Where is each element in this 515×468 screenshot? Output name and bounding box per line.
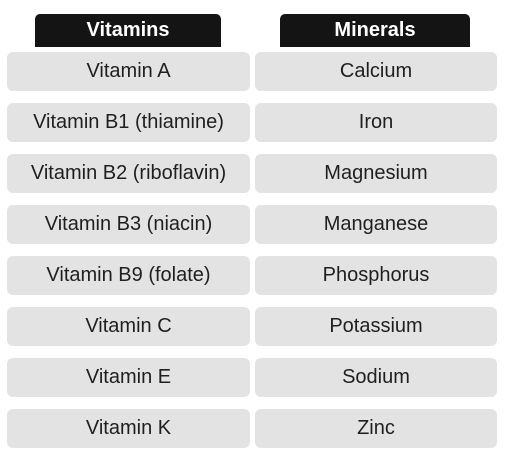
mineral-cell: Magnesium bbox=[255, 154, 497, 193]
vitamin-cell: Vitamin C bbox=[7, 307, 250, 346]
mineral-cell: Iron bbox=[255, 103, 497, 142]
vitamin-cell: Vitamin E bbox=[7, 358, 250, 397]
header-minerals: Minerals bbox=[280, 14, 470, 47]
mineral-cell: Manganese bbox=[255, 205, 497, 244]
mineral-cell: Calcium bbox=[255, 52, 497, 91]
vitamin-cell: Vitamin A bbox=[7, 52, 250, 91]
vitamin-cell: Vitamin K bbox=[7, 409, 250, 448]
mineral-cell: Phosphorus bbox=[255, 256, 497, 295]
mineral-cell: Zinc bbox=[255, 409, 497, 448]
mineral-cell: Sodium bbox=[255, 358, 497, 397]
vitamin-cell: Vitamin B1 (thiamine) bbox=[7, 103, 250, 142]
vitamin-cell: Vitamin B2 (riboflavin) bbox=[7, 154, 250, 193]
vitamin-cell: Vitamin B3 (niacin) bbox=[7, 205, 250, 244]
mineral-cell: Potassium bbox=[255, 307, 497, 346]
header-vitamins: Vitamins bbox=[35, 14, 221, 47]
vitamin-cell: Vitamin B9 (folate) bbox=[7, 256, 250, 295]
